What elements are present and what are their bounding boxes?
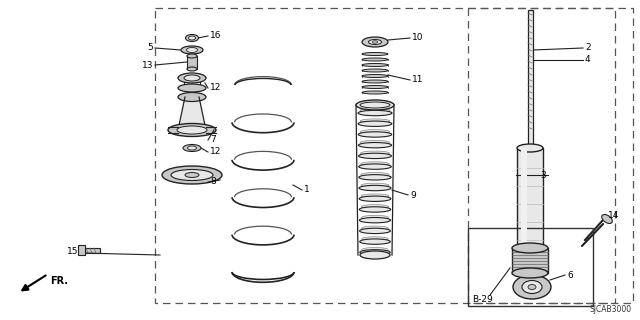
Ellipse shape [181, 46, 203, 54]
Text: 3: 3 [540, 171, 546, 180]
Ellipse shape [358, 121, 392, 126]
Ellipse shape [362, 91, 388, 94]
Ellipse shape [362, 75, 388, 77]
Ellipse shape [512, 243, 548, 253]
Text: B-29: B-29 [472, 295, 493, 305]
Ellipse shape [360, 140, 390, 145]
Ellipse shape [362, 215, 388, 220]
Ellipse shape [360, 228, 390, 234]
Text: 5: 5 [147, 44, 153, 52]
Ellipse shape [177, 126, 207, 134]
Bar [517, 148, 543, 248]
Polygon shape [178, 96, 206, 130]
Ellipse shape [360, 151, 389, 155]
Ellipse shape [362, 63, 388, 67]
Ellipse shape [360, 218, 390, 223]
Ellipse shape [361, 162, 389, 166]
Text: 12: 12 [210, 84, 221, 92]
Text: 9: 9 [410, 190, 416, 199]
Ellipse shape [369, 39, 381, 44]
Ellipse shape [360, 250, 390, 255]
Bar [468, 8, 633, 303]
Ellipse shape [189, 36, 195, 40]
Ellipse shape [178, 73, 206, 83]
Ellipse shape [512, 268, 548, 278]
Ellipse shape [178, 92, 206, 101]
Ellipse shape [186, 35, 198, 42]
Ellipse shape [359, 207, 390, 212]
Ellipse shape [356, 100, 394, 110]
Text: 15: 15 [67, 246, 78, 255]
Ellipse shape [360, 108, 390, 113]
Ellipse shape [188, 146, 196, 150]
Ellipse shape [358, 132, 392, 137]
Ellipse shape [185, 172, 199, 178]
Bar [528, 10, 533, 148]
Text: 1: 1 [304, 186, 310, 195]
Ellipse shape [362, 85, 388, 89]
Bar [78, 245, 85, 255]
Ellipse shape [361, 194, 389, 198]
Bar [155, 8, 615, 303]
Ellipse shape [528, 284, 536, 290]
Ellipse shape [187, 54, 197, 58]
Ellipse shape [184, 75, 200, 81]
Ellipse shape [362, 69, 388, 72]
Ellipse shape [360, 119, 390, 123]
Text: 14: 14 [608, 211, 620, 220]
Ellipse shape [360, 251, 390, 259]
Ellipse shape [162, 166, 222, 184]
Bar [512, 248, 548, 273]
Ellipse shape [359, 175, 391, 180]
Text: 16: 16 [210, 31, 221, 41]
Ellipse shape [359, 185, 391, 191]
Ellipse shape [513, 275, 551, 299]
Ellipse shape [358, 110, 392, 116]
Bar [82, 248, 100, 253]
Ellipse shape [361, 183, 389, 188]
Ellipse shape [360, 239, 390, 244]
Ellipse shape [362, 247, 388, 252]
Ellipse shape [362, 52, 388, 55]
Ellipse shape [362, 205, 388, 209]
Text: 7: 7 [210, 135, 216, 145]
Ellipse shape [362, 226, 388, 230]
Ellipse shape [522, 281, 542, 293]
Ellipse shape [171, 170, 213, 180]
Ellipse shape [358, 153, 392, 159]
Ellipse shape [602, 214, 612, 223]
Text: 8: 8 [210, 178, 216, 187]
Ellipse shape [168, 124, 216, 137]
Text: 10: 10 [412, 34, 424, 43]
Ellipse shape [358, 142, 392, 148]
Bar [468, 228, 593, 306]
Text: 6: 6 [567, 270, 573, 279]
Ellipse shape [362, 37, 388, 47]
Ellipse shape [517, 144, 543, 152]
Ellipse shape [178, 84, 206, 92]
Ellipse shape [362, 80, 388, 83]
Ellipse shape [360, 102, 390, 108]
Text: FR.: FR. [50, 276, 68, 286]
Ellipse shape [359, 196, 391, 201]
Ellipse shape [183, 145, 201, 151]
Ellipse shape [187, 67, 197, 71]
Ellipse shape [372, 41, 378, 43]
Text: 12: 12 [210, 148, 221, 156]
Ellipse shape [362, 237, 388, 241]
Ellipse shape [186, 47, 198, 52]
Text: 13: 13 [141, 60, 153, 69]
Text: 11: 11 [412, 76, 424, 84]
Ellipse shape [362, 58, 388, 61]
Bar [521, 148, 527, 248]
Ellipse shape [360, 130, 390, 134]
Text: 4: 4 [585, 55, 591, 65]
Bar [187, 56, 197, 69]
Ellipse shape [358, 164, 391, 169]
Text: SJCAB3000: SJCAB3000 [590, 305, 632, 314]
Text: 2: 2 [585, 44, 591, 52]
Ellipse shape [361, 172, 389, 177]
